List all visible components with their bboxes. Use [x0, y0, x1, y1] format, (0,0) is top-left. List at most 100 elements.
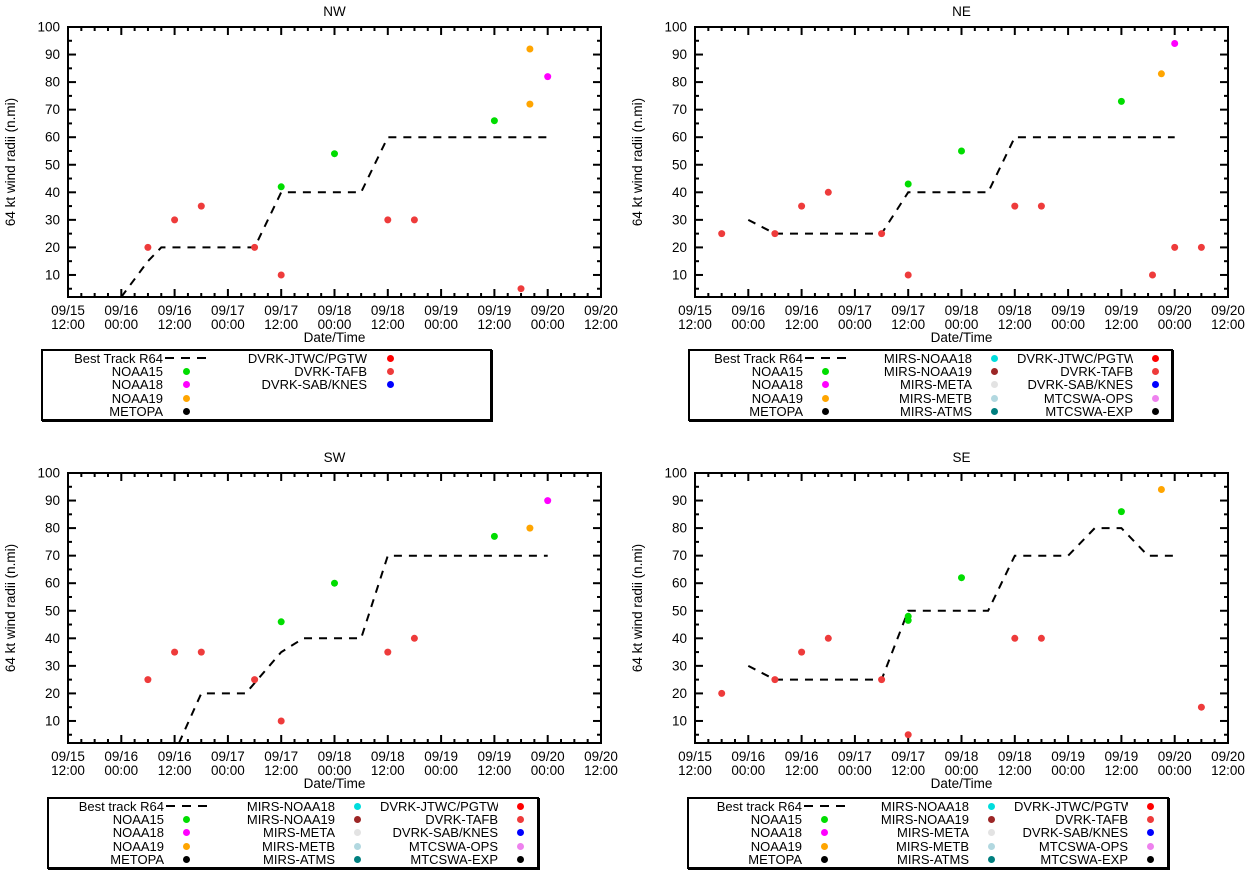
- dot-marker-icon: [969, 853, 1014, 866]
- data-point: [1117, 97, 1125, 105]
- x-axis-label: Date/Time: [931, 776, 993, 791]
- svg-text:50: 50: [672, 603, 687, 618]
- dot-marker-icon: [1133, 352, 1178, 365]
- svg-text:12:00: 12:00: [1211, 317, 1245, 332]
- svg-text:00:00: 00:00: [1158, 317, 1192, 332]
- svg-text:09/17: 09/17: [264, 303, 298, 318]
- series-noaa18: [544, 73, 552, 81]
- svg-text:30: 30: [45, 212, 60, 227]
- data-point: [958, 147, 965, 155]
- dot-marker-icon: [1128, 813, 1173, 826]
- svg-text:09/20: 09/20: [531, 749, 565, 764]
- legend-entry-label: NOAA19: [751, 391, 803, 405]
- dot-marker-icon: [1133, 405, 1178, 418]
- y-axis-label: 64 kt wind radii (n.mi): [630, 98, 645, 226]
- dot-marker-icon: [335, 853, 380, 866]
- legend-entry-label: MIRS-METB: [262, 839, 335, 853]
- svg-text:00:00: 00:00: [318, 317, 352, 332]
- legend-entry-label: NOAA19: [750, 839, 802, 853]
- svg-text:12:00: 12:00: [478, 763, 512, 778]
- svg-text:90: 90: [672, 47, 687, 62]
- data-point: [171, 648, 179, 656]
- dot-marker-icon: [498, 800, 543, 813]
- svg-text:70: 70: [672, 548, 687, 563]
- svg-text:100: 100: [37, 466, 60, 481]
- y-axis-label: 64 kt wind radii (n.mi): [630, 544, 645, 672]
- dot-marker-icon: [972, 392, 1017, 405]
- svg-text:12:00: 12:00: [785, 763, 819, 778]
- svg-text:40: 40: [45, 631, 60, 646]
- data-point: [798, 202, 806, 210]
- svg-text:00:00: 00:00: [945, 763, 979, 778]
- axis-ticks: [67, 26, 602, 297]
- svg-text:09/19: 09/19: [478, 303, 512, 318]
- svg-text:09/18: 09/18: [371, 303, 405, 318]
- legend-entry-label: Best track R64: [78, 800, 164, 814]
- svg-text:00:00: 00:00: [945, 317, 979, 332]
- dot-marker-icon: [969, 840, 1014, 853]
- dot-marker-icon: [367, 352, 413, 365]
- svg-text:12:00: 12:00: [371, 317, 405, 332]
- dot-marker-icon: [335, 813, 380, 826]
- data-point: [824, 634, 832, 642]
- legend-entry-label: MIRS-NOAA19: [246, 813, 335, 827]
- dot-marker-icon: [367, 378, 413, 391]
- dot-marker-icon: [972, 378, 1017, 391]
- legend-entry-label: METOPA: [109, 404, 163, 419]
- svg-text:12:00: 12:00: [51, 763, 85, 778]
- legend-entry-label: MIRS-NOAA19: [880, 813, 969, 827]
- dot-marker-icon: [335, 826, 380, 839]
- svg-text:00:00: 00:00: [211, 763, 245, 778]
- svg-text:09/18: 09/18: [945, 303, 979, 318]
- svg-text:70: 70: [672, 102, 687, 117]
- legend-entry-label: MIRS-METB: [899, 391, 972, 405]
- svg-text:09/19: 09/19: [1051, 303, 1085, 318]
- dot-marker-icon: [498, 840, 543, 853]
- svg-text:80: 80: [672, 521, 687, 536]
- dashed-line-marker-icon: [803, 352, 848, 365]
- svg-text:12:00: 12:00: [264, 763, 298, 778]
- svg-text:80: 80: [672, 75, 687, 90]
- dot-marker-icon: [972, 405, 1017, 418]
- x-tick-labels: 09/1512:0009/1600:0009/1612:0009/1700:00…: [51, 749, 618, 778]
- dot-marker-icon: [972, 352, 1017, 365]
- svg-text:12:00: 12:00: [1105, 317, 1139, 332]
- svg-text:09/20: 09/20: [1211, 303, 1245, 318]
- dot-marker-icon: [367, 365, 413, 378]
- legend-entry-label: MIRS-NOAA18: [246, 800, 335, 814]
- svg-text:12:00: 12:00: [158, 317, 192, 332]
- svg-text:12:00: 12:00: [371, 763, 405, 778]
- svg-text:10: 10: [672, 713, 687, 728]
- data-point: [410, 216, 418, 224]
- legend-entry-label: MIRS-ATMS: [263, 852, 335, 867]
- best-track-line: [747, 136, 1175, 235]
- dot-marker-icon: [1128, 826, 1173, 839]
- legend-entry-label: DVRK-JTWC/PGTW: [247, 352, 367, 366]
- data-point: [904, 616, 912, 624]
- svg-text:12:00: 12:00: [998, 317, 1032, 332]
- data-point: [904, 731, 912, 739]
- svg-text:00:00: 00:00: [211, 317, 245, 332]
- svg-text:09/16: 09/16: [785, 749, 819, 764]
- svg-text:09/16: 09/16: [158, 303, 192, 318]
- plot-border: [694, 472, 1229, 744]
- data-point: [197, 202, 205, 210]
- series-noaa15: [904, 97, 1125, 188]
- svg-text:09/19: 09/19: [424, 303, 458, 318]
- legend-grid: Best Track R64 NOAA15 NOAA18 NOAA19 METOPA DV…: [45, 352, 488, 418]
- svg-text:40: 40: [672, 631, 687, 646]
- y-tick-labels: 10 20 30 40 50 60 70 80 90 100: [37, 466, 60, 729]
- dot-marker-icon: [1128, 853, 1173, 866]
- dot-marker-icon: [802, 813, 847, 826]
- svg-text:00:00: 00:00: [424, 317, 458, 332]
- data-point: [771, 676, 779, 684]
- data-point: [1171, 40, 1179, 47]
- svg-text:09/18: 09/18: [998, 749, 1032, 764]
- legend-entry-label: DVRK-TAFB: [1055, 813, 1128, 827]
- series-noaa19: [526, 524, 534, 532]
- y-tick-labels: 10 20 30 40 50 60 70 80 90 100: [664, 20, 687, 283]
- data-point: [144, 243, 152, 251]
- y-axis-label: 64 kt wind radii (n.mi): [3, 98, 18, 226]
- legend-entry-label: DVRK-TAFB: [1060, 365, 1133, 379]
- dot-marker-icon: [164, 840, 209, 853]
